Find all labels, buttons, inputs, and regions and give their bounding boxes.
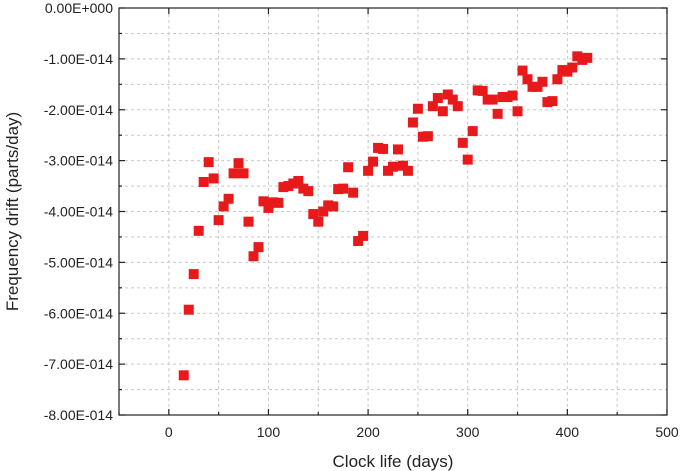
data-point <box>343 162 354 173</box>
data-point <box>457 137 468 148</box>
y-tick-label: 0.00E+000 <box>45 0 113 16</box>
data-point <box>363 165 374 176</box>
data-point <box>368 156 379 167</box>
data-point <box>492 108 503 119</box>
y-tick-label: -4.00E-014 <box>44 204 113 220</box>
data-point <box>318 206 329 217</box>
y-tick-label: -1.00E-014 <box>44 51 113 67</box>
x-tick-label: 400 <box>556 424 580 440</box>
data-point <box>208 173 219 184</box>
y-tick-label: -3.00E-014 <box>44 153 113 169</box>
data-point <box>537 76 548 87</box>
data-point <box>328 201 339 212</box>
data-point <box>407 117 418 128</box>
data-point <box>378 143 389 154</box>
data-point <box>582 52 593 63</box>
data-point <box>447 94 458 105</box>
x-tick-labels: 0 100 200 300 400 500 <box>165 424 679 440</box>
data-point <box>203 157 214 168</box>
data-point <box>353 236 364 247</box>
data-point <box>258 196 269 207</box>
data-point <box>547 96 558 107</box>
data-point <box>308 209 319 220</box>
data-point <box>223 193 234 204</box>
y-tick-label: -7.00E-014 <box>44 356 113 372</box>
data-point <box>552 74 563 85</box>
y-tick-label: -6.00E-014 <box>44 305 113 321</box>
data-point <box>477 85 488 96</box>
data-point <box>183 304 194 315</box>
y-tick-label: -8.00E-014 <box>44 407 113 423</box>
axis-ticks <box>118 7 668 416</box>
data-point <box>532 81 543 92</box>
data-point <box>338 183 349 194</box>
data-point <box>313 216 324 227</box>
y-tick-label: -5.00E-014 <box>44 254 113 270</box>
data-point <box>512 106 523 117</box>
data-point <box>253 242 264 253</box>
x-tick-label: 0 <box>165 424 173 440</box>
data-point <box>388 161 398 172</box>
data-point <box>233 158 244 169</box>
x-tick-label: 500 <box>655 424 679 440</box>
data-point <box>412 103 423 114</box>
data-point <box>303 186 314 197</box>
data-point <box>263 202 274 213</box>
data-point <box>427 101 438 112</box>
data-point <box>487 94 498 105</box>
data-point <box>392 144 403 155</box>
data-point <box>213 215 224 226</box>
data-point <box>348 187 359 198</box>
data-point <box>437 106 448 117</box>
data-point <box>248 251 259 262</box>
y-tick-labels: 0.00E+000 -1.00E-014 -2.00E-014 -3.00E-014 -… <box>44 0 113 423</box>
data-point <box>238 168 249 179</box>
data-point <box>522 74 533 85</box>
data-point <box>178 370 189 381</box>
data-point <box>358 230 369 241</box>
data-point <box>467 126 478 137</box>
data-point <box>442 89 453 100</box>
data-point <box>402 165 413 176</box>
data-point <box>218 201 229 212</box>
y-axis-label: Frequency drift (parts/day) <box>3 112 22 311</box>
data-point <box>517 65 528 76</box>
data-point <box>293 175 304 186</box>
data-points <box>178 51 593 381</box>
data-point <box>193 225 204 236</box>
x-tick-label: 300 <box>456 424 480 440</box>
data-point <box>567 62 578 73</box>
data-point <box>228 168 239 179</box>
data-point <box>243 216 254 227</box>
data-point <box>397 160 408 171</box>
data-point <box>462 154 473 165</box>
data-point <box>273 197 284 208</box>
x-axis-label: Clock life (days) <box>333 452 454 471</box>
y-tick-label: -2.00E-014 <box>44 102 113 118</box>
x-tick-label: 200 <box>356 424 380 440</box>
data-point <box>452 101 463 112</box>
data-point <box>432 93 443 104</box>
x-tick-label: 100 <box>257 424 281 440</box>
data-point <box>188 269 199 280</box>
data-point <box>198 176 209 187</box>
data-point <box>422 131 433 142</box>
data-point <box>507 90 518 101</box>
